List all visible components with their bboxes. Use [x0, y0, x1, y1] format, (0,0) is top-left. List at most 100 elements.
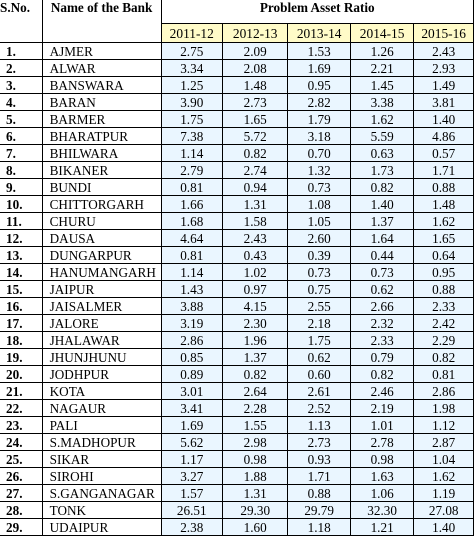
ratio-value-cell: 1.62 — [349, 110, 415, 128]
ratio-value-cell: 0.93 — [287, 450, 351, 468]
ratio-value-cell: 32.30 — [349, 501, 415, 519]
table-row: 6. BHARATPUR 7.38 5.72 3.18 5.59 4.86 — [0, 127, 474, 145]
serial-number-cell: 28. — [0, 501, 43, 519]
bank-name-cell: KOTA — [41, 382, 162, 400]
bank-name-cell: CHITTORGARH — [41, 195, 162, 213]
ratio-value-cell: 3.19 — [160, 314, 223, 332]
ratio-value-cell: 27.08 — [413, 501, 474, 519]
bank-name-cell: BARAN — [41, 93, 162, 111]
ratio-value-cell: 0.62 — [349, 280, 415, 298]
ratio-value-cell: 2.75 — [160, 42, 223, 60]
serial-number-cell: 27. — [0, 484, 43, 502]
serial-number-cell: 4. — [0, 93, 43, 111]
ratio-value-cell: 1.60 — [221, 518, 289, 536]
ratio-value-cell: 5.62 — [160, 433, 223, 451]
bank-name-header: Name of the Bank — [41, 0, 162, 43]
ratio-value-cell: 2.87 — [413, 433, 474, 451]
ratio-value-cell: 1.64 — [349, 229, 415, 247]
serial-number-cell: 22. — [0, 399, 43, 417]
ratio-value-cell: 0.39 — [287, 246, 351, 264]
bank-name-cell: SIROHI — [41, 467, 162, 485]
ratio-value-cell: 2.18 — [287, 314, 351, 332]
ratio-value-cell: 1.69 — [287, 59, 351, 77]
bank-name-cell: BHARATPUR — [41, 127, 162, 145]
serial-number-cell: 7. — [0, 144, 43, 162]
bank-name-cell: CHURU — [41, 212, 162, 230]
ratio-value-cell: 3.41 — [160, 399, 223, 417]
ratio-value-cell: 2.43 — [413, 42, 474, 60]
bank-name-cell: ALWAR — [41, 59, 162, 77]
bank-name-cell: DUNGARPUR — [41, 246, 162, 264]
ratio-value-cell: 26.51 — [160, 501, 223, 519]
ratio-value-cell: 1.14 — [160, 263, 223, 281]
bank-name-cell: JHUNJHUNU — [41, 348, 162, 366]
bank-name-cell: JHALAWAR — [41, 331, 162, 349]
ratio-value-cell: 2.60 — [287, 229, 351, 247]
ratio-value-cell: 0.79 — [349, 348, 415, 366]
table-row: 22. NAGAUR 3.41 2.28 2.52 2.19 1.98 — [0, 399, 474, 417]
bank-name-cell: BHILWARA — [41, 144, 162, 162]
ratio-value-cell: 2.52 — [287, 399, 351, 417]
ratio-value-cell: 2.21 — [349, 59, 415, 77]
ratio-value-cell: 2.98 — [221, 433, 289, 451]
serial-number-cell: 14. — [0, 263, 43, 281]
ratio-value-cell: 1.37 — [221, 348, 289, 366]
ratio-value-cell: 0.60 — [287, 365, 351, 383]
table-row: 27. S.GANGANAGAR 1.57 1.31 0.88 1.06 1.19 — [0, 484, 474, 502]
ratio-value-cell: 1.88 — [221, 467, 289, 485]
ratio-value-cell: 0.95 — [413, 263, 474, 281]
ratio-value-cell: 1.18 — [287, 518, 351, 536]
ratio-value-cell: 0.97 — [221, 280, 289, 298]
serial-number-cell: 21. — [0, 382, 43, 400]
table-row: 10. CHITTORGARH 1.66 1.31 1.08 1.40 1.48 — [0, 195, 474, 213]
ratio-value-cell: 1.17 — [160, 450, 223, 468]
table-row: 20. JODHPUR 0.89 0.82 0.60 0.82 0.81 — [0, 365, 474, 383]
serial-number-cell: 5. — [0, 110, 43, 128]
bank-name-cell: DAUSA — [41, 229, 162, 247]
problem-asset-ratio-header: Problem Asset Ratio — [160, 0, 474, 24]
ratio-value-cell: 1.26 — [349, 42, 415, 60]
ratio-value-cell: 1.71 — [287, 467, 351, 485]
ratio-value-cell: 1.43 — [160, 280, 223, 298]
bank-name-cell: JAIPUR — [41, 280, 162, 298]
ratio-value-cell: 0.75 — [287, 280, 351, 298]
bank-name-cell: BUNDI — [41, 178, 162, 196]
table-row: 4. BARAN 3.90 2.73 2.82 3.38 3.81 — [0, 93, 474, 111]
table-row: 26. SIROHI 3.27 1.88 1.71 1.63 1.62 — [0, 467, 474, 485]
ratio-value-cell: 1.49 — [413, 76, 474, 94]
ratio-value-cell: 2.09 — [221, 42, 289, 60]
ratio-value-cell: 2.79 — [160, 161, 223, 179]
ratio-value-cell: 1.21 — [349, 518, 415, 536]
ratio-value-cell: 0.73 — [287, 178, 351, 196]
ratio-value-cell: 2.86 — [413, 382, 474, 400]
year-header: 2012-13 — [221, 23, 289, 43]
ratio-value-cell: 1.62 — [413, 212, 474, 230]
ratio-value-cell: 0.85 — [160, 348, 223, 366]
table-body: 1. AJMER 2.75 2.09 1.53 1.26 2.43 2. ALWAR 3.34 2.… — [0, 42, 474, 536]
ratio-value-cell: 0.57 — [413, 144, 474, 162]
bank-name-cell: UDAIPUR — [41, 518, 162, 536]
serial-number-cell: 2. — [0, 59, 43, 77]
ratio-value-cell: 1.06 — [349, 484, 415, 502]
table-row: 2. ALWAR 3.34 2.08 1.69 2.21 2.93 — [0, 59, 474, 77]
ratio-value-cell: 2.30 — [221, 314, 289, 332]
ratio-value-cell: 0.95 — [287, 76, 351, 94]
table-row: 11. CHURU 1.68 1.58 1.05 1.37 1.62 — [0, 212, 474, 230]
ratio-value-cell: 3.88 — [160, 297, 223, 315]
ratio-value-cell: 1.31 — [221, 484, 289, 502]
ratio-value-cell: 1.04 — [413, 450, 474, 468]
bank-name-cell: S.GANGANAGAR — [41, 484, 162, 502]
serial-number-cell: 1. — [0, 42, 43, 60]
ratio-value-cell: 0.70 — [287, 144, 351, 162]
ratio-value-cell: 1.79 — [287, 110, 351, 128]
ratio-value-cell: 1.53 — [287, 42, 351, 60]
ratio-value-cell: 4.64 — [160, 229, 223, 247]
ratio-value-cell: 0.98 — [349, 450, 415, 468]
ratio-value-cell: 3.01 — [160, 382, 223, 400]
ratio-value-cell: 1.66 — [160, 195, 223, 213]
ratio-value-cell: 2.82 — [287, 93, 351, 111]
ratio-value-cell: 2.38 — [160, 518, 223, 536]
sno-header: S.No. — [0, 0, 43, 43]
